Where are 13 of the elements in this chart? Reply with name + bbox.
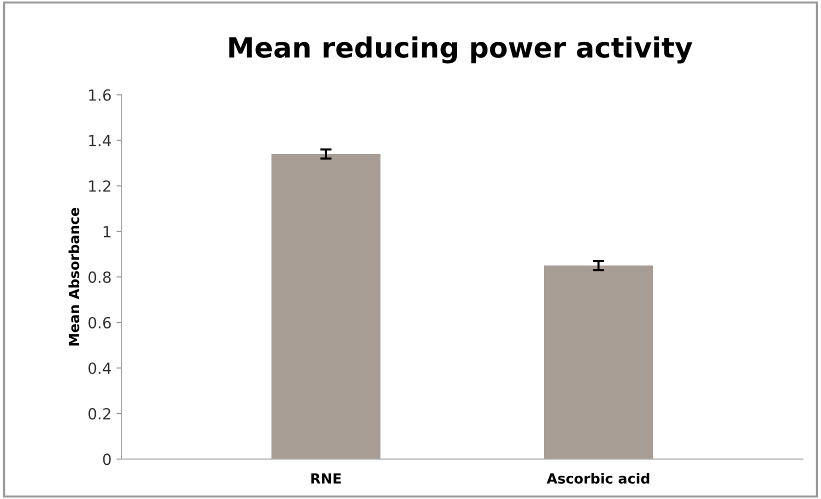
- y-tick-label: 0: [103, 454, 111, 466]
- y-axis-title: Mean Absorbance: [68, 208, 80, 346]
- y-tick-label: 1.6: [89, 89, 111, 101]
- y-tick-label: 0.4: [88, 362, 111, 374]
- x-tick-label: Ascorbic acid: [546, 472, 650, 484]
- y-tick-label: 1: [104, 226, 110, 238]
- y-tick-label: 1.4: [89, 135, 111, 146]
- chart-title: Mean reducing power activity: [229, 36, 692, 64]
- y-tick-label: 0.8: [88, 271, 111, 283]
- x-tick-label: RNE: [311, 473, 341, 484]
- y-tick-label: 1.2: [89, 180, 110, 192]
- y-tick-label: 0.6: [88, 316, 111, 328]
- y-tick-label: 0.2: [88, 408, 110, 420]
